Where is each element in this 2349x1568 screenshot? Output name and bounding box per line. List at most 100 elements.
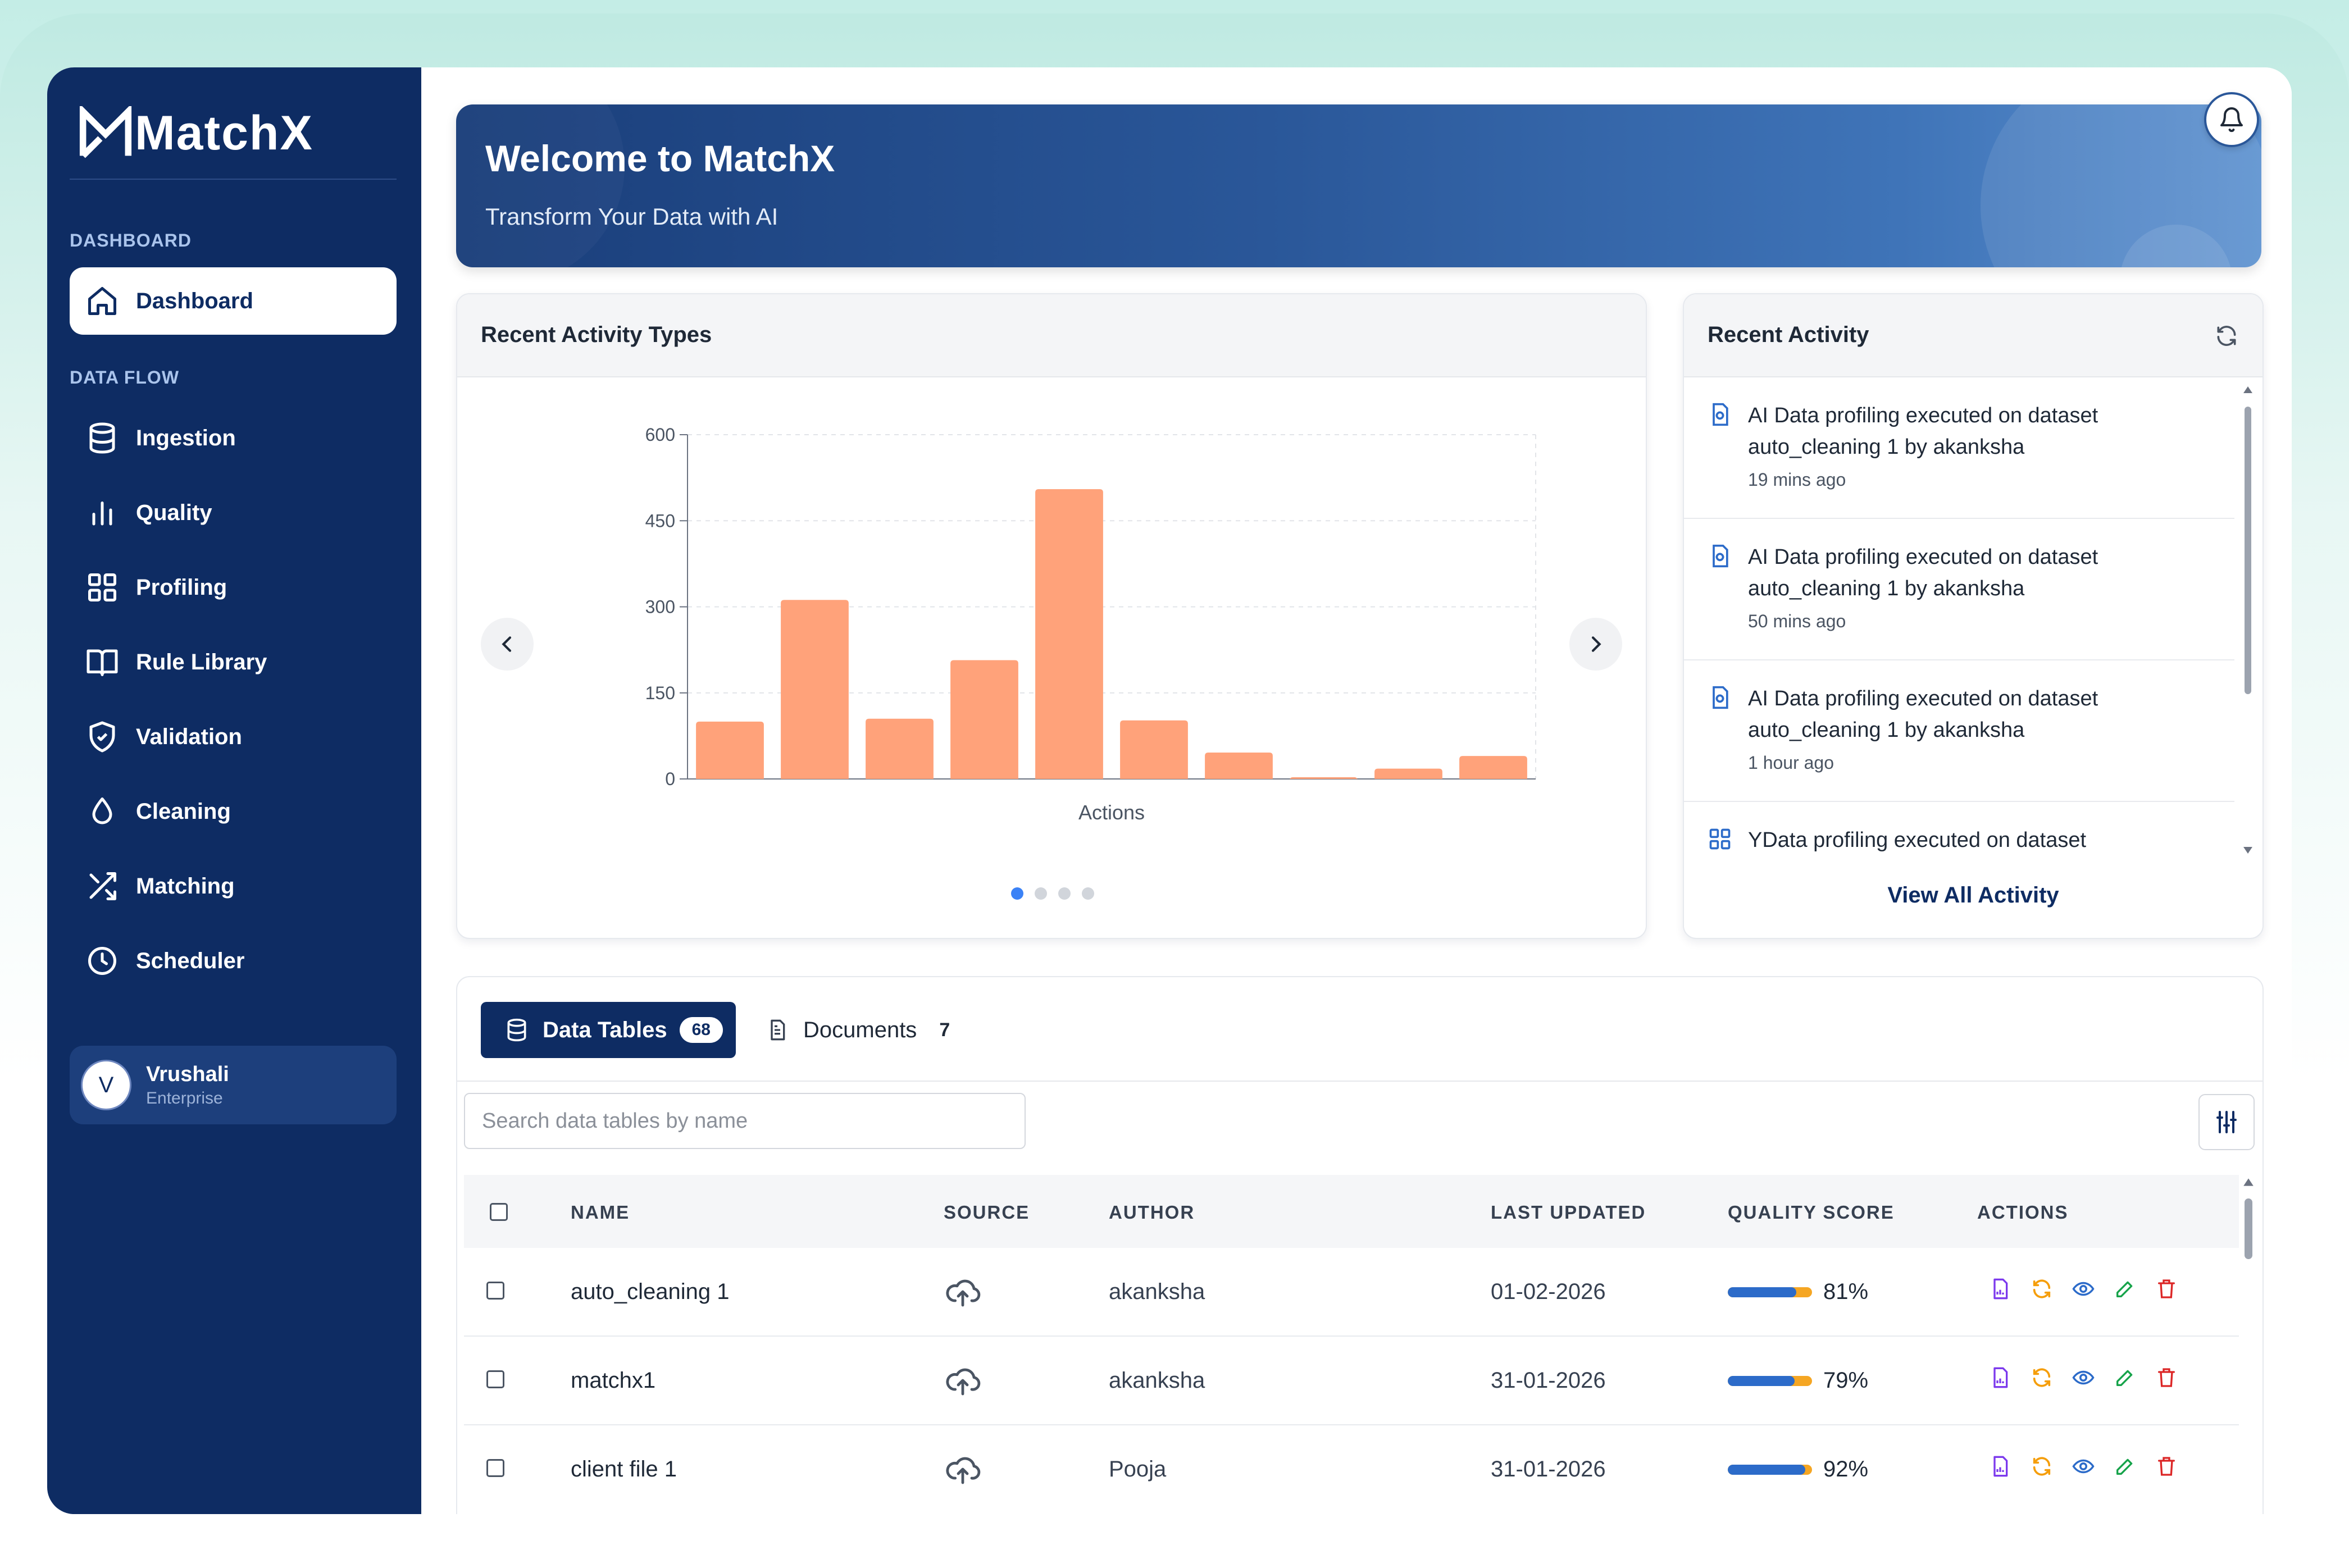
- table-scrollbar[interactable]: [2241, 1176, 2256, 1514]
- chart-bar: [1120, 720, 1188, 779]
- activity-item[interactable]: AI Data profiling executed on dataset au…: [1684, 377, 2234, 519]
- banner-decoration: [456, 104, 625, 267]
- report-icon[interactable]: [1986, 1452, 2014, 1480]
- pagination-dot-4[interactable]: [1082, 887, 1094, 900]
- edit-icon[interactable]: [2111, 1452, 2139, 1480]
- row-checkbox[interactable]: [486, 1370, 504, 1388]
- sidebar-item-cleaning[interactable]: Cleaning: [70, 778, 397, 845]
- table-name[interactable]: client file 1: [571, 1457, 677, 1482]
- sidebar-item-dashboard[interactable]: Dashboard: [70, 267, 397, 335]
- view-icon[interactable]: [2069, 1452, 2097, 1480]
- scroll-down-icon[interactable]: [2242, 845, 2254, 856]
- table-updated: 01-02-2026: [1491, 1279, 1606, 1304]
- row-checkbox[interactable]: [486, 1282, 504, 1300]
- logo-icon: [79, 106, 132, 158]
- view-all-activity-link[interactable]: View All Activity: [1887, 883, 2059, 908]
- scroll-up-icon[interactable]: [2242, 1176, 2255, 1188]
- sidebar-item-ingestion[interactable]: Ingestion: [70, 404, 397, 472]
- document-icon: [771, 1019, 785, 1041]
- cloud-upload-icon: [946, 1368, 981, 1396]
- refresh-icon[interactable]: [2214, 323, 2239, 348]
- chart-next-button[interactable]: [1569, 618, 1622, 671]
- column-header-name[interactable]: NAME: [571, 1202, 630, 1223]
- chart-pagination: [1011, 887, 1094, 900]
- sidebar-item-validation[interactable]: Validation: [70, 703, 397, 771]
- grid-icon: [1709, 828, 1731, 850]
- column-header-author[interactable]: AUTHOR: [1109, 1202, 1195, 1223]
- scroll-thumb[interactable]: [2245, 1198, 2252, 1259]
- sync-icon[interactable]: [2028, 1452, 2056, 1480]
- sync-icon[interactable]: [2028, 1275, 2056, 1303]
- report-icon[interactable]: [1986, 1364, 2014, 1392]
- activity-time: 50 mins ago: [1748, 611, 1846, 631]
- column-header-last-updated[interactable]: LAST UPDATED: [1491, 1202, 1646, 1223]
- user-role: Enterprise: [146, 1088, 223, 1107]
- scroll-thumb[interactable]: [2245, 407, 2251, 694]
- sidebar-item-matching[interactable]: Matching: [70, 853, 397, 920]
- select-all-checkbox[interactable]: [490, 1203, 508, 1221]
- table-row[interactable]: matchx1 akanksha 31-01-2026 79%: [464, 1337, 2239, 1425]
- activity-item[interactable]: YData profiling executed on dataset: [1684, 802, 2234, 864]
- sidebar-section-dataflow: DATA FLOW: [70, 367, 180, 388]
- y-tick-label: 450: [645, 510, 675, 531]
- view-icon[interactable]: [2069, 1364, 2097, 1392]
- delete-icon[interactable]: [2152, 1452, 2180, 1480]
- quality-score-fill: [1728, 1287, 1796, 1297]
- sliders-icon: [2216, 1111, 2237, 1133]
- activity-text: YData profiling executed on dataset: [1748, 828, 2087, 852]
- y-tick-label: 150: [645, 683, 675, 703]
- cloud-upload-icon: [946, 1279, 981, 1307]
- sidebar-item-label: Cleaning: [136, 799, 231, 824]
- page-title: Welcome to MatchX: [485, 138, 835, 179]
- tab-data-tables[interactable]: Data Tables 68: [481, 1002, 736, 1058]
- ai-file-icon: [1713, 544, 1728, 568]
- sidebar: MatchX DASHBOARD Dashboard DATA FLOW Ing…: [47, 67, 421, 1514]
- view-icon[interactable]: [2069, 1275, 2097, 1303]
- column-settings-button[interactable]: [2198, 1094, 2255, 1150]
- table-row[interactable]: auto_cleaning 1 akanksha 01-02-2026 81%: [464, 1248, 2239, 1337]
- delete-icon[interactable]: [2152, 1275, 2180, 1303]
- table-name[interactable]: matchx1: [571, 1368, 656, 1393]
- table-row[interactable]: client file 1 Pooja 31-01-2026 92%: [464, 1425, 2239, 1513]
- column-header-quality-score[interactable]: QUALITY SCORE: [1728, 1202, 1895, 1223]
- activity-item[interactable]: AI Data profiling executed on dataset au…: [1684, 519, 2234, 660]
- ai-file-icon: [1713, 686, 1728, 709]
- y-tick-label: 0: [665, 769, 675, 789]
- table-name[interactable]: auto_cleaning 1: [571, 1279, 730, 1304]
- sidebar-item-scheduler[interactable]: Scheduler: [70, 927, 397, 995]
- table-author: akanksha: [1109, 1368, 1205, 1393]
- edit-icon[interactable]: [2111, 1364, 2139, 1392]
- shield-check-icon: [84, 719, 120, 755]
- quality-score-bar: [1728, 1376, 1812, 1386]
- notifications-button[interactable]: [2204, 92, 2259, 147]
- tab-documents[interactable]: Documents 7: [766, 1002, 950, 1058]
- column-header-source[interactable]: SOURCE: [944, 1202, 1030, 1223]
- edit-icon[interactable]: [2111, 1275, 2139, 1303]
- y-tick-label: 600: [645, 425, 675, 445]
- delete-icon[interactable]: [2152, 1364, 2180, 1392]
- quality-score-bar: [1728, 1465, 1812, 1475]
- recent-activity-card: Recent Activity AI Data profiling execut…: [1683, 293, 2264, 939]
- user-profile[interactable]: V Vrushali Enterprise: [70, 1046, 397, 1124]
- search-input[interactable]: [464, 1093, 1026, 1149]
- tab-label: Data Tables: [543, 1017, 667, 1042]
- table-header: NAME SOURCE AUTHOR LAST UPDATED QUALITY …: [464, 1175, 2239, 1248]
- app-logo[interactable]: MatchX: [79, 97, 313, 170]
- sidebar-item-rule-library[interactable]: Rule Library: [70, 628, 397, 696]
- sync-icon[interactable]: [2028, 1364, 2056, 1392]
- activity-item[interactable]: AI Data profiling executed on dataset au…: [1684, 660, 2234, 802]
- pagination-dot-1[interactable]: [1011, 887, 1023, 900]
- pagination-dot-3[interactable]: [1058, 887, 1071, 900]
- pagination-dot-2[interactable]: [1035, 887, 1047, 900]
- chart-prev-button[interactable]: [481, 618, 534, 671]
- sidebar-item-profiling[interactable]: Profiling: [70, 554, 397, 621]
- activity-scrollbar[interactable]: [2241, 384, 2255, 856]
- scroll-up-icon[interactable]: [2242, 384, 2254, 395]
- shuffle-icon: [84, 868, 120, 904]
- chevron-left-icon: [502, 636, 512, 652]
- app-window: MatchX DASHBOARD Dashboard DATA FLOW Ing…: [47, 67, 2292, 1514]
- report-icon[interactable]: [1986, 1275, 2014, 1303]
- sidebar-item-quality[interactable]: Quality: [70, 479, 397, 546]
- row-checkbox[interactable]: [486, 1459, 504, 1477]
- sidebar-item-label: Matching: [136, 873, 235, 899]
